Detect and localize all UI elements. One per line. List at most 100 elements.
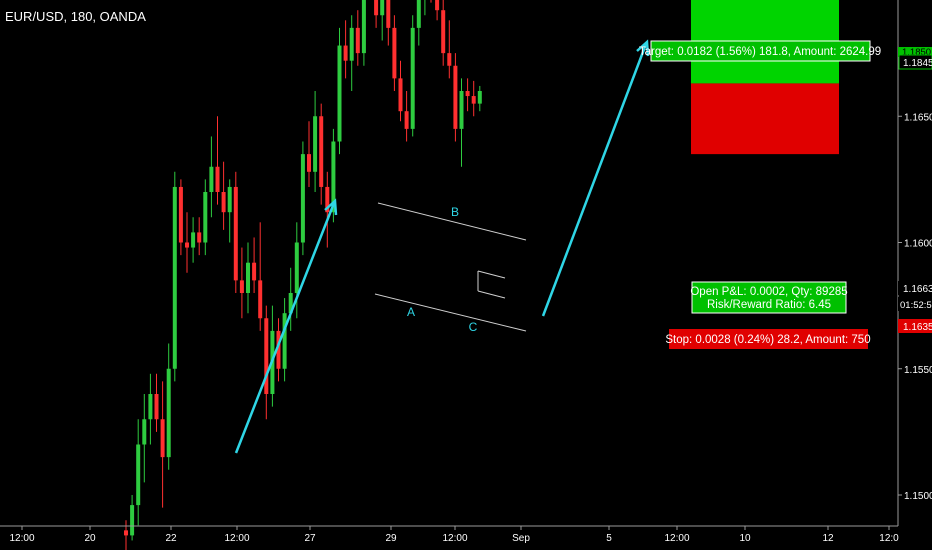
- x-tick-label: 5: [606, 533, 612, 544]
- candle: [166, 343, 171, 470]
- candle: [239, 247, 244, 319]
- candle-body: [361, 0, 366, 54]
- target-price-tag: 1.1850 1.1845: [898, 47, 932, 70]
- candle-body: [392, 27, 397, 79]
- candle-body: [349, 27, 354, 61]
- stop-label-box: Stop: 0.0028 (0.24%) 28.2, Amount: 750: [665, 329, 871, 349]
- candle: [130, 495, 135, 541]
- candle-body: [203, 192, 208, 243]
- candle: [430, 0, 432, 3]
- candle: [178, 179, 183, 256]
- candle: [435, 0, 440, 21]
- candle: [282, 298, 287, 382]
- candle: [355, 10, 360, 66]
- x-tick-label: 12: [822, 533, 834, 544]
- current-price: 1.1663: [903, 284, 932, 295]
- candle: [386, 0, 391, 46]
- x-tick-label: 10: [739, 533, 751, 544]
- candle-body: [246, 262, 250, 293]
- candle-body: [209, 166, 214, 192]
- candle: [424, 0, 426, 16]
- stop-zone: [691, 83, 839, 155]
- up-arrow-2: [541, 39, 650, 317]
- candle-body: [300, 154, 305, 243]
- candle: [264, 305, 269, 420]
- stop-price: 1.1635: [903, 322, 932, 333]
- candle-body: [282, 313, 287, 369]
- candle: [197, 217, 202, 256]
- current-price-tag: 1.1663 01:52:51: [898, 281, 932, 311]
- x-tick-label: 12:00: [442, 533, 467, 544]
- time-axis: 12:00 20 22 12:00 27 29 12:00 Sep 5 12:00 10 12 12:0: [0, 525, 899, 544]
- candle-body: [435, 0, 440, 11]
- price-axis: 1.15001.15501.16001.16501.17001.17501.18…: [897, 0, 932, 526]
- candle: [319, 103, 324, 205]
- x-tick-label: 22: [165, 533, 177, 544]
- candle-body: [477, 91, 482, 104]
- candle: [148, 373, 153, 445]
- candle-body: [227, 186, 232, 213]
- x-tick-label: Sep: [512, 533, 530, 544]
- candle-body: [355, 27, 360, 54]
- candle-body: [313, 116, 318, 172]
- candle-body: [264, 318, 269, 394]
- candle: [124, 520, 128, 550]
- candle-body: [343, 45, 348, 61]
- x-tick-label: 12:0: [879, 533, 899, 544]
- up-arrow-1: [234, 198, 338, 454]
- candle: [325, 171, 330, 248]
- channel-lower-line: [374, 293, 527, 332]
- candle: [154, 373, 159, 432]
- candle: [349, 15, 354, 91]
- candle: [233, 171, 238, 293]
- candle: [343, 20, 348, 79]
- x-tick-label: 12:00: [664, 533, 689, 544]
- candle: [209, 136, 214, 218]
- candle: [410, 15, 415, 137]
- x-tick-label: 29: [385, 533, 397, 544]
- candle-body: [233, 186, 238, 281]
- candle-body: [325, 186, 330, 213]
- candle-body: [380, 0, 385, 16]
- drawings-layer: A B C Target: 0.0182 (1.56%) 181.8, Amou…: [234, 0, 881, 454]
- candle-body: [374, 0, 379, 16]
- stop-label-text: Stop: 0.0028 (0.24%) 28.2, Amount: 750: [665, 334, 870, 346]
- candle-body: [252, 262, 257, 281]
- candle-body: [136, 444, 141, 506]
- candle-body: [447, 53, 452, 66]
- x-tick-label: 27: [304, 533, 316, 544]
- pnl-label-text: Open P&L: 0.0002, Qty: 89285: [690, 286, 847, 298]
- candle-body: [459, 91, 464, 129]
- candle: [142, 394, 147, 483]
- candle: [307, 121, 311, 187]
- candle: [227, 179, 232, 243]
- chart-title: EUR/USD, 180, OANDA: [5, 9, 146, 24]
- candle-body: [441, 10, 446, 54]
- y-tick-label: 1.1550: [904, 365, 932, 376]
- candle: [160, 381, 165, 508]
- candle-body: [172, 186, 177, 369]
- target-price: 1.1845: [903, 58, 932, 69]
- candle: [288, 267, 293, 331]
- candle: [246, 242, 250, 314]
- candle: [258, 222, 263, 331]
- candle-body: [191, 232, 196, 248]
- candle: [404, 91, 409, 142]
- candle: [374, 0, 379, 28]
- candle: [416, 0, 421, 46]
- candles-layer: [124, 0, 482, 550]
- candle-body: [239, 280, 244, 293]
- candle: [447, 20, 452, 79]
- y-tick-label: 1.1500: [904, 491, 932, 502]
- candle-body: [471, 96, 476, 104]
- pattern-label-c: C: [469, 320, 478, 334]
- candle: [172, 171, 177, 382]
- candle: [294, 222, 299, 319]
- candle: [465, 78, 470, 112]
- candle: [477, 85, 482, 112]
- pnl-label-box: Open P&L: 0.0002, Qty: 89285 Risk/Reward…: [690, 281, 848, 314]
- candle: [252, 237, 257, 293]
- candle-body: [307, 154, 311, 172]
- pattern-label-a: A: [407, 305, 415, 319]
